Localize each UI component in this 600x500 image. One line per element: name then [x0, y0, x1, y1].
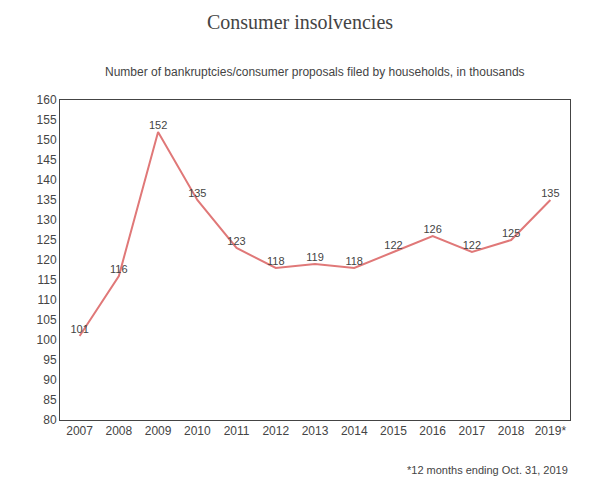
svg-text:2016: 2016: [419, 424, 446, 438]
svg-text:135: 135: [188, 187, 206, 199]
svg-text:110: 110: [37, 293, 56, 307]
svg-text:120: 120: [37, 253, 57, 267]
svg-text:95: 95: [43, 353, 57, 367]
svg-text:2009: 2009: [145, 424, 172, 438]
svg-text:2018: 2018: [498, 424, 525, 438]
svg-text:2019*: 2019*: [535, 424, 567, 438]
svg-text:135: 135: [37, 193, 57, 207]
svg-text:115: 115: [37, 273, 56, 287]
svg-text:125: 125: [502, 227, 520, 239]
svg-text:155: 155: [37, 113, 57, 127]
svg-text:125: 125: [37, 233, 57, 247]
svg-text:2012: 2012: [262, 424, 289, 438]
svg-text:119: 119: [306, 251, 324, 263]
svg-text:118: 118: [267, 255, 285, 267]
svg-text:122: 122: [384, 239, 402, 251]
svg-text:Number of bankruptcies/consume: Number of bankruptcies/consumer proposal…: [105, 65, 525, 79]
svg-text:2017: 2017: [459, 424, 486, 438]
svg-text:135: 135: [541, 187, 559, 199]
svg-text:152: 152: [149, 119, 167, 131]
svg-text:2015: 2015: [380, 424, 407, 438]
svg-text:101: 101: [70, 323, 88, 335]
svg-text:105: 105: [37, 313, 57, 327]
svg-text:*12 months ending Oct. 31, 201: *12 months ending Oct. 31, 2019: [407, 464, 568, 476]
svg-text:80: 80: [43, 413, 57, 427]
svg-text:Consumer insolvencies: Consumer insolvencies: [207, 11, 393, 33]
svg-text:130: 130: [37, 213, 57, 227]
svg-text:122: 122: [463, 239, 481, 251]
svg-text:2014: 2014: [341, 424, 368, 438]
svg-text:145: 145: [37, 153, 57, 167]
svg-text:140: 140: [37, 173, 57, 187]
svg-text:118: 118: [345, 255, 363, 267]
svg-text:123: 123: [227, 235, 245, 247]
svg-text:90: 90: [43, 373, 57, 387]
svg-text:2013: 2013: [302, 424, 329, 438]
svg-text:2007: 2007: [66, 424, 93, 438]
svg-text:100: 100: [37, 333, 57, 347]
svg-text:150: 150: [37, 133, 57, 147]
svg-text:126: 126: [424, 223, 442, 235]
svg-text:2011: 2011: [224, 424, 250, 438]
svg-text:85: 85: [43, 393, 57, 407]
svg-text:2010: 2010: [184, 424, 211, 438]
svg-text:116: 116: [110, 263, 128, 275]
svg-text:2008: 2008: [105, 424, 132, 438]
svg-text:160: 160: [37, 93, 57, 107]
